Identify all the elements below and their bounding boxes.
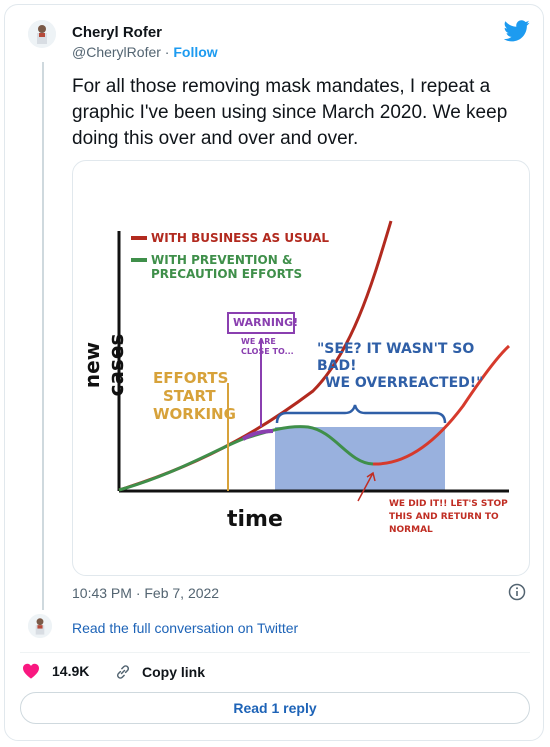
conversation-avatar (28, 614, 52, 638)
warning-segment (241, 429, 274, 441)
avatar-icon (28, 20, 56, 48)
y-axis-label: new cases (80, 333, 128, 397)
warning-label: WARNING! (233, 316, 299, 329)
author-handle[interactable]: @CherylRofer (72, 44, 161, 60)
author-handle-row: @CherylRofer · Follow (72, 44, 218, 60)
curve-graphic (117, 220, 511, 502)
author-avatar[interactable] (28, 20, 56, 48)
tweet-timestamp[interactable]: 10:43 PM · Feb 7, 2022 (72, 585, 220, 601)
author-name[interactable]: Cheryl Rofer (72, 24, 163, 41)
didit-label-1: WE DID IT!! LET'S STOP (389, 499, 508, 509)
rebound-curve (372, 344, 511, 466)
legend-prevention-swatch (131, 258, 147, 262)
follow-button[interactable]: Follow (173, 44, 218, 60)
didit-label-3: NORMAL (389, 525, 433, 535)
like-count: 14.9K (52, 663, 90, 679)
didit-label-2: THIS AND RETURN TO (389, 512, 499, 522)
legend-prevention-label-1: WITH PREVENTION & (151, 253, 293, 267)
close-label-2: CLOSE TO... (241, 347, 294, 356)
twitter-bird-icon[interactable] (504, 20, 530, 42)
efforts-label-3: WORKING (153, 405, 236, 423)
heart-icon (23, 663, 39, 679)
read-reply-button[interactable]: Read 1 reply (20, 692, 530, 724)
legend-business-label: WITH BUSINESS AS USUAL (151, 231, 330, 245)
tweet-text: For all those removing mask mandates, I … (72, 76, 508, 149)
close-label-1: WE ARE (241, 337, 276, 346)
legend-prevention-label-2: PRECAUTION EFFORTS (151, 267, 303, 281)
thread-line (42, 62, 44, 610)
warning-box (227, 312, 295, 334)
see-label-2: BAD! (317, 358, 357, 374)
see-label-1: "SEE? IT WASN'T SO (317, 341, 475, 357)
copy-link-button[interactable]: Copy link (114, 663, 205, 681)
info-icon[interactable] (508, 583, 526, 601)
tweet-media[interactable]: WITH BUSINESS AS USUAL WITH PREVENTION &… (72, 160, 530, 576)
avatar-icon (28, 614, 52, 638)
x-axis-label: time (227, 507, 283, 532)
read-conversation-link[interactable]: Read the full conversation on Twitter (72, 620, 299, 636)
efforts-label-1: EFFORTS (153, 369, 229, 387)
efforts-label-2: START (163, 387, 216, 405)
separator: · (164, 44, 170, 60)
link-icon (116, 665, 130, 679)
copy-link-label: Copy link (142, 664, 206, 680)
legend-business-swatch (131, 236, 147, 240)
like-button[interactable]: 14.9K (22, 663, 89, 679)
divider (20, 652, 530, 653)
didit-arrow (357, 471, 376, 502)
see-label-3: WE OVERREACTED!" (325, 375, 484, 391)
brace (275, 404, 447, 424)
